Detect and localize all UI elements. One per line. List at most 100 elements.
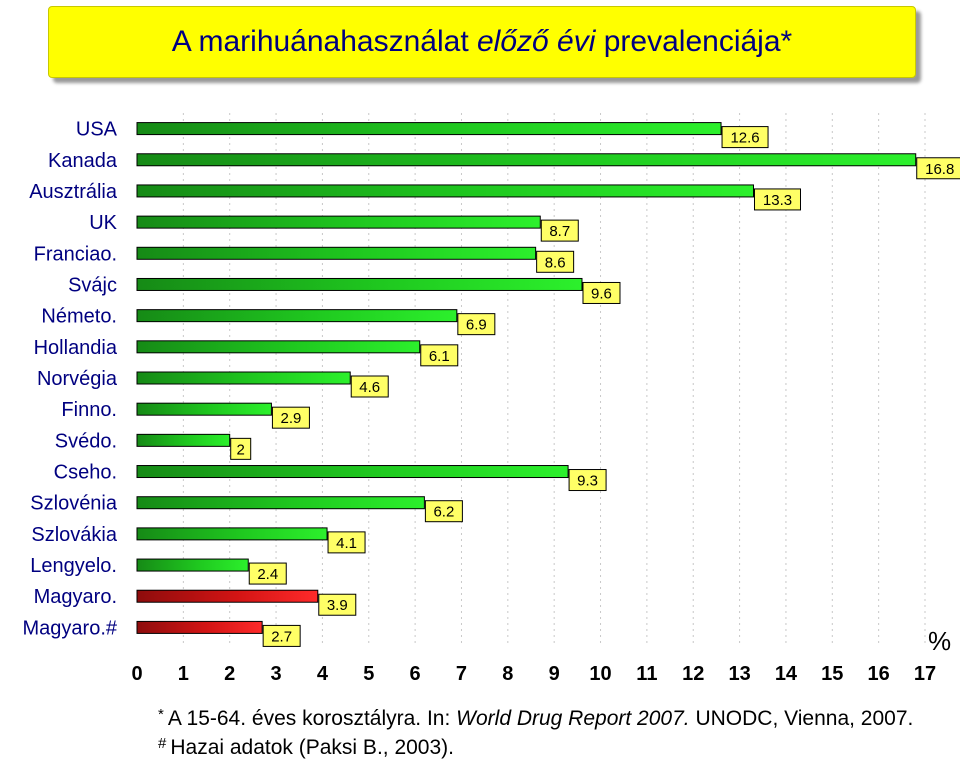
category-label: Szlovénia: [30, 493, 118, 515]
category-label: Norvégia: [37, 368, 118, 390]
value-label: 2.9: [280, 410, 301, 427]
footnote-1-italic: World Drug Report 2007.: [456, 707, 690, 730]
value-label-box: [536, 250, 575, 273]
value-label: 9.3: [577, 473, 598, 490]
value-label-box: [350, 375, 389, 398]
bar: [136, 184, 754, 198]
bar: [136, 589, 319, 603]
x-tick-label: 14: [775, 663, 798, 685]
x-tick-label: 5: [363, 663, 374, 685]
category-labels: USA Kanada Ausztrália UK Franciao. Svájc Német…: [23, 119, 118, 640]
bar: [136, 371, 351, 385]
x-tick-label: 13: [728, 663, 750, 685]
value-label-box: [262, 624, 301, 647]
category-label: Cseho.: [54, 462, 117, 484]
footnotes: * A 15-64. éves korosztályra. In: World D…: [158, 702, 913, 760]
bar: [136, 309, 458, 323]
x-tick-label: 3: [270, 663, 281, 685]
bar: [136, 153, 917, 167]
category-label: Kanada: [48, 150, 118, 172]
value-label-box: [457, 313, 496, 336]
category-label: Magyaro.: [34, 586, 117, 608]
value-label: 4.1: [336, 535, 357, 552]
value-label: 3.9: [327, 597, 348, 614]
bar: [136, 246, 537, 260]
value-label-box: [916, 157, 960, 180]
value-label-box: [582, 281, 621, 304]
category-label: Ausztrália: [29, 181, 118, 203]
footnote-2: # Hazai adatok (Paksi B., 2003).: [158, 731, 913, 760]
x-tick-label: 8: [502, 663, 513, 685]
footnote-1: * A 15-64. éves korosztályra. In: World D…: [158, 702, 913, 731]
x-tick-label: 15: [821, 663, 843, 685]
value-label: 6.9: [466, 317, 487, 334]
category-label: Svájc: [68, 274, 117, 296]
x-tick-label: 0: [131, 663, 142, 685]
value-label: 8.7: [549, 223, 570, 240]
value-label: 4.6: [359, 379, 380, 396]
value-label: 2: [237, 441, 245, 458]
bar: [136, 496, 425, 510]
value-label-box: [248, 562, 287, 585]
value-label-box: [318, 593, 357, 616]
category-label: USA: [76, 119, 118, 141]
bar: [136, 433, 231, 447]
value-label: 2.4: [257, 566, 278, 583]
value-label-box: [721, 126, 769, 149]
bar: [136, 402, 272, 416]
x-tick-label: 7: [456, 663, 467, 685]
title-text: A marihuánahasználat előző évi prevalenc…: [172, 25, 792, 59]
x-tick-label: 4: [317, 663, 329, 685]
bar: [136, 340, 421, 354]
bars-group: [136, 122, 917, 634]
x-tick-labels: 0 1 2 3 4 5 6 7 8 9 10 11 12 13 14 15 16 17: [131, 663, 936, 685]
x-tick-label: 1: [178, 663, 189, 685]
title-part-2-italic: előző évi: [477, 25, 596, 58]
category-label: Svédo.: [55, 430, 117, 452]
x-tick-label: 2: [224, 663, 235, 685]
bar: [136, 465, 569, 479]
value-label-box: [424, 500, 463, 523]
bar: [136, 527, 328, 541]
bar: [136, 558, 249, 572]
bar: [136, 215, 541, 229]
footnote-1-text: A 15-64. éves korosztályra. In:: [167, 707, 457, 730]
value-label-box: [568, 469, 607, 492]
value-label: 9.6: [591, 285, 612, 302]
footnote-2-text: Hazai adatok (Paksi B., 2003).: [170, 736, 454, 759]
value-label: 16.8: [925, 161, 954, 178]
bar-chart: USA Kanada Ausztrália UK Franciao. Svájc Német…: [23, 113, 960, 685]
x-tick-label: 10: [589, 663, 611, 685]
title-part-3: prevalenciája*: [595, 25, 793, 58]
category-label: UK: [89, 212, 117, 234]
title-part-1: A marihuánahasználat: [171, 25, 477, 58]
category-label: Szlovákia: [31, 524, 117, 546]
value-label-box: [540, 219, 579, 242]
value-label: 6.2: [433, 504, 454, 521]
x-axis-unit-label: %: [928, 626, 951, 656]
category-label: Lengyelo.: [30, 555, 117, 577]
value-label: 13.3: [763, 192, 792, 209]
chart-title: A marihuánahasználat előző évi prevalenc…: [48, 6, 916, 78]
x-tick-label: 9: [549, 663, 560, 685]
bar: [136, 620, 263, 634]
category-label: Magyaro.#: [23, 617, 118, 639]
x-tick-label: 17: [914, 663, 936, 685]
category-label: Németo.: [41, 306, 117, 328]
x-tick-label: 6: [410, 663, 421, 685]
x-tick-label: 12: [682, 663, 704, 685]
x-tick-label: 16: [868, 663, 890, 685]
footnote-1-text-end: UNODC, Vienna, 2007.: [689, 707, 914, 730]
category-label: Finno.: [61, 399, 117, 421]
value-label-box: [420, 344, 459, 367]
x-tick-label: 11: [636, 663, 657, 685]
value-label-box: [230, 437, 252, 460]
value-label-box: [327, 531, 366, 554]
value-label-box: [753, 188, 801, 211]
value-label: 12.6: [730, 130, 759, 147]
bar: [136, 122, 722, 136]
value-label: 2.7: [271, 628, 292, 645]
bar: [136, 277, 583, 291]
category-label: Franciao.: [34, 243, 117, 265]
value-labels: 12.6 16.8 13.3 8.7 8.6 9.6 6.9 6.1 4.6 2.9 2 9.3 6.2…: [230, 126, 960, 647]
